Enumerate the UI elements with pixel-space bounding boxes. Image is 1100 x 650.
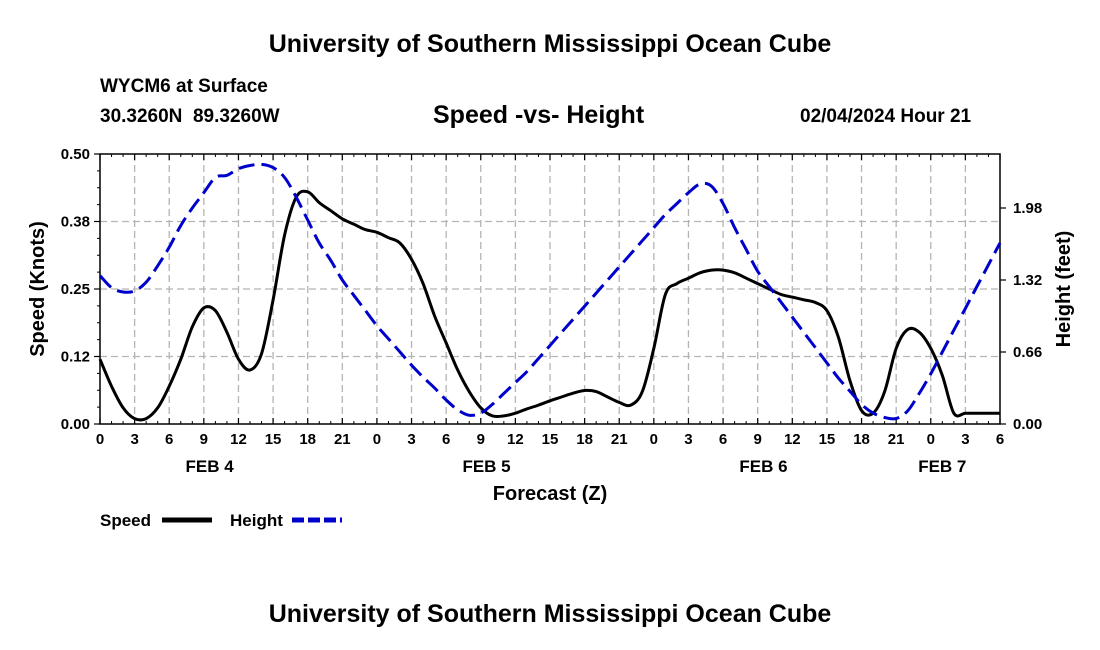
x-tick-label: 9 <box>754 431 762 448</box>
x-tick-label: 15 <box>819 431 836 448</box>
x-tick-label: 21 <box>888 431 905 448</box>
x-tick-label: 18 <box>299 431 316 448</box>
y2-tick-label: 1.98 <box>1013 200 1042 217</box>
x-tick-label: 15 <box>265 431 282 448</box>
x-tick-label: 21 <box>611 431 628 448</box>
x-tick-label: 12 <box>784 431 801 448</box>
x-tick-label: 12 <box>507 431 524 448</box>
y2-axis-label: Height (feet) <box>1053 231 1075 348</box>
x-tick-label: 12 <box>230 431 247 448</box>
station-label: WYCM6 at Surface <box>100 76 268 97</box>
legend-speed-label: Speed <box>100 511 151 530</box>
x-tick-label: 0 <box>373 431 381 448</box>
x-tick-label: 18 <box>576 431 593 448</box>
grid-lines <box>100 154 1000 424</box>
day-label: FEB 5 <box>462 457 510 476</box>
y-tick-label: 0.50 <box>61 146 90 163</box>
x-tick-label: 6 <box>719 431 727 448</box>
page-title: University of Southern Mississippi Ocean… <box>268 30 832 58</box>
y2-tick-label: 0.66 <box>1013 344 1042 361</box>
y2-tick-label: 1.32 <box>1013 272 1042 289</box>
station-coords: 30.3260N 89.3260W <box>100 106 280 127</box>
x-tick-label: 18 <box>853 431 870 448</box>
x-tick-label: 3 <box>130 431 138 448</box>
axes: 0 3 6 9 12 15 18 21 0 3 6 9 12 15 18 21 0 3 6 9 12 15 18 21 0 3 6F… <box>61 146 1042 476</box>
legend-height-label: Height <box>230 511 283 530</box>
day-label: FEB 7 <box>918 457 966 476</box>
x-tick-label: 15 <box>542 431 559 448</box>
y-tick-label: 0.12 <box>61 349 90 366</box>
speed-series-line <box>98 189 1000 422</box>
day-label: FEB 6 <box>739 457 787 476</box>
height-series-line <box>98 162 1002 421</box>
x-tick-label: 6 <box>996 431 1004 448</box>
x-axis-label: Forecast (Z) <box>493 483 607 505</box>
y-axis-label: Speed (Knots) <box>27 221 49 357</box>
footer-title: University of Southern Mississippi Ocean… <box>268 600 832 628</box>
x-tick-label: 9 <box>477 431 485 448</box>
y-tick-label: 0.25 <box>61 281 90 298</box>
series <box>98 162 1002 422</box>
x-tick-label: 0 <box>650 431 658 448</box>
x-tick-label: 21 <box>334 431 351 448</box>
x-tick-label: 3 <box>684 431 692 448</box>
day-label: FEB 4 <box>186 457 235 476</box>
chart-subtitle: Speed -vs- Height <box>433 101 645 129</box>
x-tick-label: 3 <box>961 431 969 448</box>
legend: Speed Height <box>100 511 342 530</box>
y2-tick-label: 0.00 <box>1013 416 1042 433</box>
forecast-datetime: 02/04/2024 Hour 21 <box>800 106 972 127</box>
speed-height-chart: 0 3 6 9 12 15 18 21 0 3 6 9 12 15 18 21 0 3 6 9 12 15 18 21 0 3 6F… <box>27 146 1075 530</box>
x-tick-label: 6 <box>165 431 173 448</box>
x-tick-label: 0 <box>96 431 104 448</box>
y-tick-label: 0.00 <box>61 416 90 433</box>
x-tick-label: 0 <box>927 431 935 448</box>
y-tick-label: 0.38 <box>61 214 90 231</box>
x-tick-label: 3 <box>407 431 415 448</box>
x-tick-label: 9 <box>200 431 208 448</box>
x-tick-label: 6 <box>442 431 450 448</box>
